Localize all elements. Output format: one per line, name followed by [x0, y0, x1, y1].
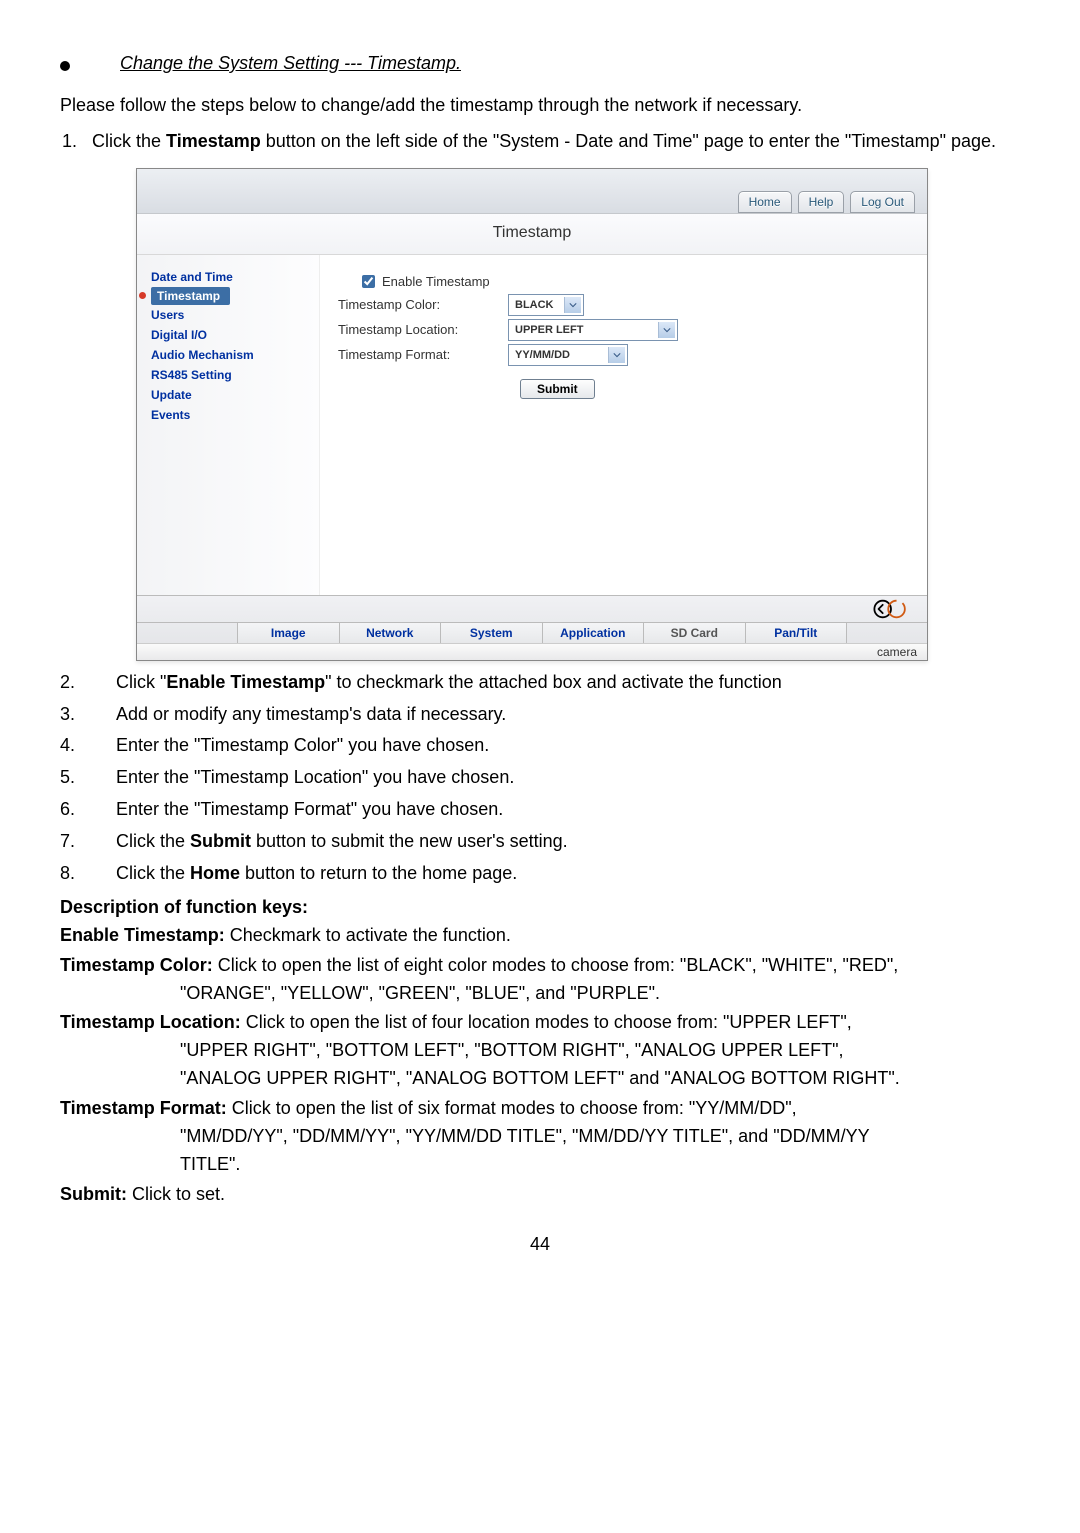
- step-number: 7.: [60, 828, 116, 856]
- desc-enable-timestamp: Enable Timestamp: Checkmark to activate …: [60, 922, 1020, 950]
- step-number: 6.: [60, 796, 116, 824]
- step-1: Click the Timestamp button on the left s…: [82, 128, 1020, 156]
- sidebar-item-timestamp[interactable]: Timestamp: [139, 287, 319, 305]
- embedded-screenshot: HomeHelpLog Out Timestamp Date and TimeT…: [136, 168, 928, 661]
- sidebar-item-rs485-setting[interactable]: RS485 Setting: [151, 365, 319, 385]
- color-label: Timestamp Color:: [338, 297, 508, 312]
- desc-timestamp-format: Timestamp Format: Click to open the list…: [60, 1095, 1020, 1179]
- page-number: 44: [60, 1231, 1020, 1259]
- tab-system[interactable]: System: [441, 623, 543, 643]
- step-2: 2.Click "Enable Timestamp" to checkmark …: [60, 669, 1020, 697]
- step-text: Click the Submit button to submit the ne…: [116, 828, 1020, 856]
- format-select[interactable]: YY/MM/DD: [508, 344, 628, 366]
- description-heading: Description of function keys:: [60, 894, 1020, 922]
- chevron-down-icon: [658, 322, 675, 338]
- step-8: 8.Click the Home button to return to the…: [60, 860, 1020, 888]
- home-button[interactable]: Home: [738, 191, 792, 213]
- chevron-down-icon: [564, 297, 581, 313]
- desc-timestamp-color: Timestamp Color: Click to open the list …: [60, 952, 1020, 1008]
- sidebar-item-users[interactable]: Users: [151, 305, 319, 325]
- screenshot-footer: ImageNetworkSystemApplicationSD CardPan/…: [137, 595, 927, 660]
- sidebar-item-events[interactable]: Events: [151, 405, 319, 425]
- step1-suffix: button on the left side of the "System -…: [261, 131, 996, 151]
- screenshot-title: Timestamp: [137, 214, 927, 255]
- log-out-button[interactable]: Log Out: [850, 191, 915, 213]
- color-select[interactable]: BLACK: [508, 294, 584, 316]
- step-number: 2.: [60, 669, 116, 697]
- step1-prefix: Click the: [92, 131, 166, 151]
- intro-paragraph: Please follow the steps below to change/…: [60, 92, 1020, 120]
- chevron-down-icon: [608, 347, 625, 363]
- screenshot-body: Date and TimeTimestampUsersDigital I/OAu…: [137, 255, 927, 595]
- screenshot-topbar: Home HelpLog Out: [137, 169, 927, 214]
- tab-image[interactable]: Image: [238, 623, 340, 643]
- sidebar-item-date-and-time[interactable]: Date and Time: [151, 267, 319, 287]
- description-list: Enable Timestamp: Checkmark to activate …: [60, 922, 1020, 1209]
- brand-logo-icon: [873, 598, 909, 620]
- tab-application[interactable]: Application: [543, 623, 645, 643]
- step-number: 8.: [60, 860, 116, 888]
- step-text: Click "Enable Timestamp" to checkmark th…: [116, 669, 1020, 697]
- step-list-1: Click the Timestamp button on the left s…: [60, 128, 1020, 156]
- step-3: 3.Add or modify any timestamp's data if …: [60, 701, 1020, 729]
- section-heading-text: Change the System Setting --- Timestamp.: [120, 50, 461, 78]
- step-text: Add or modify any timestamp's data if ne…: [116, 701, 1020, 729]
- tab-network[interactable]: Network: [340, 623, 442, 643]
- desc-submit: Submit: Click to set.: [60, 1181, 1020, 1209]
- section-heading: Change the System Setting --- Timestamp.: [60, 50, 1020, 78]
- tab-pan-tilt[interactable]: Pan/Tilt: [746, 623, 848, 643]
- step-5: 5.Enter the "Timestamp Location" you hav…: [60, 764, 1020, 792]
- step-list-2: 2.Click "Enable Timestamp" to checkmark …: [60, 669, 1020, 888]
- camera-label: camera: [137, 643, 927, 660]
- sidebar-item-audio-mechanism[interactable]: Audio Mechanism: [151, 345, 319, 365]
- location-label: Timestamp Location:: [338, 322, 508, 337]
- enable-row: Enable Timestamp: [338, 272, 909, 291]
- help-button[interactable]: Help: [798, 191, 845, 213]
- step-text: Click the Home button to return to the h…: [116, 860, 1020, 888]
- sidebar-item-update[interactable]: Update: [151, 385, 319, 405]
- desc-timestamp-location: Timestamp Location: Click to open the li…: [60, 1009, 1020, 1093]
- form-panel: Enable Timestamp Timestamp Color: BLACK …: [320, 255, 927, 595]
- step-6: 6.Enter the "Timestamp Format" you have …: [60, 796, 1020, 824]
- sidebar: Date and TimeTimestampUsersDigital I/OAu…: [137, 255, 320, 595]
- step-text: Enter the "Timestamp Format" you have ch…: [116, 796, 1020, 824]
- step1-bold: Timestamp: [166, 131, 261, 151]
- color-value: BLACK: [515, 299, 554, 311]
- tab-sd-card[interactable]: SD Card: [644, 623, 746, 643]
- bullet-icon: [60, 61, 70, 71]
- step-number: 5.: [60, 764, 116, 792]
- format-label: Timestamp Format:: [338, 347, 508, 362]
- step-7: 7.Click the Submit button to submit the …: [60, 828, 1020, 856]
- step-text: Enter the "Timestamp Color" you have cho…: [116, 732, 1020, 760]
- step-text: Enter the "Timestamp Location" you have …: [116, 764, 1020, 792]
- location-select[interactable]: UPPER LEFT: [508, 319, 678, 341]
- location-value: UPPER LEFT: [515, 324, 583, 336]
- brand-row: [137, 596, 927, 622]
- enable-checkbox[interactable]: [362, 275, 375, 288]
- format-value: YY/MM/DD: [515, 349, 570, 361]
- submit-button[interactable]: Submit: [520, 379, 595, 399]
- enable-label: Enable Timestamp: [382, 274, 490, 289]
- step-number: 4.: [60, 732, 116, 760]
- bottom-tabs: ImageNetworkSystemApplicationSD CardPan/…: [137, 622, 927, 643]
- selected-dot-icon: [139, 292, 146, 299]
- step-number: 3.: [60, 701, 116, 729]
- step-4: 4.Enter the "Timestamp Color" you have c…: [60, 732, 1020, 760]
- sidebar-item-digital-i-o[interactable]: Digital I/O: [151, 325, 319, 345]
